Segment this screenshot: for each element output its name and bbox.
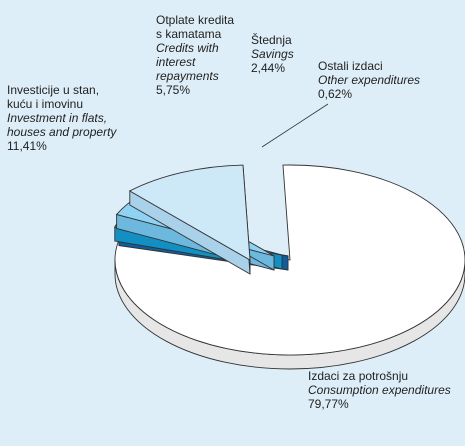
label-en-line: Credits with xyxy=(156,41,219,55)
label-hr-line: s kamatama xyxy=(156,27,222,41)
slice-label-savings: Štednja Savings 2,44% xyxy=(251,33,294,75)
label-en-line: Investment in flats, xyxy=(7,111,108,125)
slice-label-other: Ostali izdaci Other expenditures 0,62% xyxy=(318,59,420,101)
label-en-line: Savings xyxy=(251,47,294,61)
label-hr-line: Investicije u stan, xyxy=(7,83,100,97)
label-hr-line: Otplate kredita xyxy=(156,13,235,27)
label-percent: 79,77% xyxy=(308,397,349,411)
label-en-line: repayments xyxy=(156,69,219,83)
label-percent: 2,44% xyxy=(251,61,286,75)
slice-label-consumption: Izdaci za potrošnju Consumption expenditu… xyxy=(308,369,451,411)
label-hr-line: Ostali izdaci xyxy=(318,59,383,73)
label-en-line: interest xyxy=(156,55,196,69)
label-hr-line: kuću i imovinu xyxy=(7,97,84,111)
label-en-line: Other expenditures xyxy=(318,73,421,87)
label-en-line: Consumption expenditures xyxy=(308,383,451,397)
label-hr-line: Izdaci za potrošnju xyxy=(308,369,409,383)
label-en-line: houses and property xyxy=(7,125,117,139)
label-percent: 11,41% xyxy=(7,139,47,153)
label-percent: 0,62% xyxy=(318,87,353,101)
label-percent: 5,75% xyxy=(156,83,191,97)
slice-label-investment: Investicije u stan, kuću i imovinu Investm… xyxy=(7,83,116,153)
slice-label-credits: Otplate kredita s kamatama Credits with int… xyxy=(156,13,234,97)
pie-slice-investment xyxy=(128,164,251,275)
pie-slice-consumption xyxy=(114,164,465,370)
label-hr-line: Štednja xyxy=(251,33,292,47)
leader-line-other xyxy=(261,103,329,148)
